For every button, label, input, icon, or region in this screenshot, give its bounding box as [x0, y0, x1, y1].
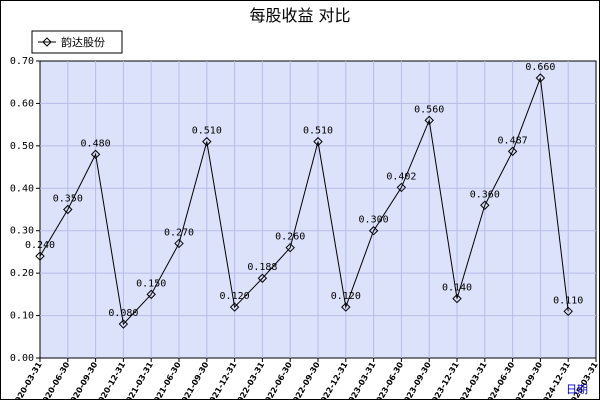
- data-label: 0.188: [247, 262, 277, 273]
- x-tick-label: 2023-03-31: [344, 360, 378, 399]
- data-label: 0.350: [53, 194, 83, 205]
- data-label: 0.560: [414, 104, 444, 115]
- x-axis: 2020-03-312020-06-302020-09-302020-12-31…: [10, 358, 599, 399]
- x-tick-label: 2020-06-30: [38, 360, 72, 399]
- legend-marker: [42, 37, 52, 47]
- data-point: [63, 204, 73, 215]
- x-tick-label: 2020-03-31: [10, 360, 44, 399]
- x-tick-label: 2020-09-30: [66, 360, 100, 399]
- data-point: [452, 293, 462, 304]
- y-tick-label: 0.00: [10, 353, 34, 364]
- x-axis-label: 日期: [566, 383, 588, 396]
- data-label: 0.510: [303, 126, 333, 137]
- x-tick-label: 2021-03-31: [122, 360, 156, 399]
- data-label: 0.120: [331, 291, 361, 302]
- data-labels: 0.240 0.350 0.480 0.080 0.150 0.270 0.510 0.120…: [25, 62, 583, 319]
- series-line-group: [39, 77, 569, 326]
- data-label: 0.080: [108, 308, 138, 319]
- data-point: [202, 136, 212, 147]
- data-label: 0.360: [470, 189, 500, 200]
- data-points: [35, 73, 573, 329]
- data-point: [341, 302, 351, 312]
- data-label: 0.480: [81, 138, 111, 149]
- x-tick-label: 2023-06-30: [372, 360, 406, 399]
- data-label: 0.150: [136, 278, 166, 289]
- data-point: [174, 238, 184, 249]
- data-point: [35, 251, 45, 261]
- data-label: 0.402: [386, 171, 416, 182]
- x-tick-label: 2024-03-31: [455, 360, 489, 399]
- x-tick-label: 2023-09-30: [400, 360, 434, 399]
- data-label: 0.300: [359, 215, 389, 226]
- series-line: [39, 77, 569, 326]
- data-point: [368, 226, 379, 236]
- data-label: 0.487: [498, 135, 528, 146]
- y-tick-label: 0.50: [10, 141, 34, 152]
- x-tick-label: 2020-12-31: [94, 360, 128, 399]
- data-point: [257, 273, 268, 283]
- x-tick-label: 2023-12-31: [427, 360, 461, 399]
- y-tick-label: 0.20: [10, 268, 34, 279]
- data-point: [118, 319, 129, 329]
- data-label: 0.110: [553, 295, 583, 306]
- data-label: 0.510: [192, 126, 222, 137]
- grid-lines: [40, 61, 596, 358]
- x-tick-label: 2022-03-31: [233, 360, 267, 399]
- data-label: 0.660: [525, 62, 555, 73]
- x-tick-label: 2022-09-30: [288, 360, 322, 399]
- data-label: 0.240: [25, 240, 55, 251]
- legend: 韵达股份: [31, 30, 123, 54]
- y-tick-label: 0.60: [10, 98, 34, 109]
- y-tick-label: 0.10: [10, 311, 34, 322]
- data-point: [229, 302, 240, 312]
- data-label: 0.260: [275, 232, 305, 243]
- y-tick-label: 0.30: [10, 226, 34, 237]
- data-point: [396, 182, 407, 193]
- data-point: [285, 242, 295, 253]
- x-tick-label: 2021-06-30: [149, 360, 183, 399]
- data-point: [480, 200, 490, 210]
- data-point: [507, 146, 518, 157]
- x-tick-label: 2022-12-31: [316, 360, 350, 399]
- y-tick-label: 0.70: [10, 56, 34, 67]
- y-axis: 0.00 0.10 0.20 0.30 0.40 0.50 0.60 0.70: [10, 56, 40, 364]
- x-tick-label: 2024-09-30: [511, 360, 545, 399]
- data-label: 0.120: [220, 291, 250, 302]
- data-point: [563, 306, 573, 317]
- y-tick-label: 0.40: [10, 183, 34, 194]
- data-label: 0.270: [164, 227, 194, 238]
- legend-series-name: 韵达股份: [61, 35, 105, 49]
- chart-title: 每股收益 对比: [249, 6, 350, 25]
- legend-box: [31, 30, 123, 54]
- x-tick-label: 2021-12-31: [205, 360, 239, 399]
- data-point: [146, 289, 156, 300]
- data-point: [424, 115, 434, 126]
- x-tick-label: 2022-06-30: [261, 360, 295, 399]
- data-point: [535, 73, 546, 83]
- x-tick-label: 2021-09-30: [177, 360, 211, 399]
- data-point: [90, 149, 101, 160]
- data-label: 0.140: [442, 283, 472, 294]
- data-point: [313, 136, 323, 147]
- x-tick-label: 2024-06-30: [483, 360, 517, 399]
